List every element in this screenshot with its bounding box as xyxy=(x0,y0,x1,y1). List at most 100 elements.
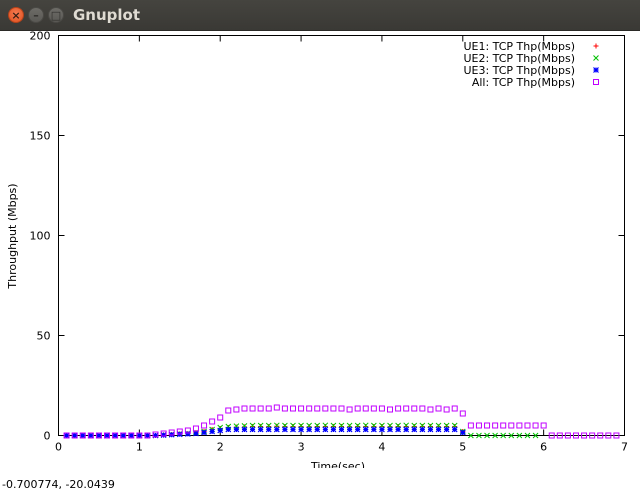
y-tick-label: 0 xyxy=(44,430,51,443)
data-point xyxy=(411,426,418,433)
data-point xyxy=(508,422,515,429)
data-point xyxy=(427,426,434,433)
data-point xyxy=(152,431,159,438)
data-point xyxy=(387,426,393,433)
data-point xyxy=(233,426,240,433)
data-point xyxy=(346,426,353,433)
data-point xyxy=(201,429,207,436)
legend-label: UE2: TCP Thp(Mbps) xyxy=(463,52,575,65)
data-point xyxy=(524,432,531,439)
data-point xyxy=(338,426,345,433)
data-point xyxy=(427,406,434,413)
data-point xyxy=(265,405,272,412)
data-point xyxy=(298,405,305,412)
y-axis-label: Throughput (Mbps) xyxy=(6,183,19,289)
data-point xyxy=(500,422,507,429)
data-point xyxy=(201,422,208,429)
data-point xyxy=(475,422,482,429)
data-point xyxy=(87,432,94,439)
data-point xyxy=(378,405,385,412)
data-point xyxy=(193,430,199,437)
close-window-button[interactable]: × xyxy=(8,7,24,23)
data-point xyxy=(492,432,498,439)
data-point xyxy=(95,432,102,439)
data-point xyxy=(443,406,450,413)
data-point xyxy=(306,426,313,433)
data-point xyxy=(120,432,127,439)
data-point xyxy=(217,427,224,434)
data-point xyxy=(128,432,135,439)
data-point xyxy=(168,429,175,436)
data-point xyxy=(112,432,119,439)
data-point xyxy=(314,405,321,412)
data-point xyxy=(136,432,143,439)
x-tick-label: 5 xyxy=(459,441,466,454)
data-point xyxy=(71,432,78,439)
data-point xyxy=(556,432,563,439)
y-tick-label: 200 xyxy=(30,30,51,43)
legend: UE1: TCP Thp(Mbps)UE2: TCP Thp(Mbps)UE3:… xyxy=(463,40,599,89)
data-point xyxy=(435,426,442,433)
data-point xyxy=(104,432,110,439)
data-point xyxy=(273,422,280,429)
data-point xyxy=(354,426,361,433)
data-point xyxy=(330,426,337,433)
plot-area[interactable]: 0 50 100 150 200 0 1 2 3 4 5 6 7 Time(sec) Throughp… xyxy=(0,30,640,474)
data-point xyxy=(419,426,426,433)
data-point xyxy=(419,405,426,412)
x-tick-label: 6 xyxy=(540,441,547,454)
data-point xyxy=(160,432,167,439)
cursor-coordinates: -0.700774, -20.0439 xyxy=(2,478,115,491)
data-point xyxy=(346,406,353,413)
data-point xyxy=(500,432,507,439)
data-point xyxy=(160,430,167,437)
data-point xyxy=(104,432,111,439)
legend-label: UE1: TCP Thp(Mbps) xyxy=(463,40,575,53)
data-point xyxy=(322,422,329,429)
data-point xyxy=(532,432,539,439)
series-4 xyxy=(63,404,620,439)
data-point xyxy=(225,407,232,414)
data-point xyxy=(281,405,288,412)
data-point xyxy=(241,405,248,412)
x-tick-label: 7 xyxy=(621,441,628,454)
window-titlebar: × – □ Gnuplot xyxy=(0,0,640,31)
data-point xyxy=(395,405,402,412)
data-point xyxy=(322,426,329,433)
data-point xyxy=(484,422,491,429)
x-tick-labels: 0 1 2 3 4 5 6 7 xyxy=(55,441,628,454)
data-point xyxy=(241,426,248,433)
data-point xyxy=(395,426,402,433)
data-point xyxy=(71,432,78,439)
data-point xyxy=(338,405,345,412)
x-tick-label: 2 xyxy=(217,441,224,454)
data-point xyxy=(330,405,337,412)
data-point xyxy=(403,422,410,429)
data-point xyxy=(281,426,288,433)
data-point xyxy=(176,428,183,435)
x-tick-label: 1 xyxy=(136,441,143,454)
data-point xyxy=(459,410,466,417)
data-point xyxy=(532,422,539,429)
data-point xyxy=(443,426,450,433)
data-point xyxy=(265,426,272,433)
maximize-window-button[interactable]: □ xyxy=(48,7,64,23)
data-point xyxy=(362,405,369,412)
data-point xyxy=(468,432,474,439)
minimize-window-button[interactable]: – xyxy=(28,7,44,23)
data-point xyxy=(128,432,135,439)
data-point xyxy=(370,426,377,433)
data-point xyxy=(298,426,304,433)
data-point xyxy=(516,432,523,439)
y-tick-label: 100 xyxy=(30,230,51,243)
data-point xyxy=(209,428,216,435)
data-point xyxy=(581,432,588,439)
data-point xyxy=(362,422,369,429)
data-point xyxy=(354,405,361,412)
data-point xyxy=(87,432,94,439)
data-point xyxy=(403,405,410,412)
data-point xyxy=(152,432,159,439)
data-point xyxy=(548,432,555,439)
data-point xyxy=(306,405,313,412)
data-point xyxy=(524,422,531,429)
